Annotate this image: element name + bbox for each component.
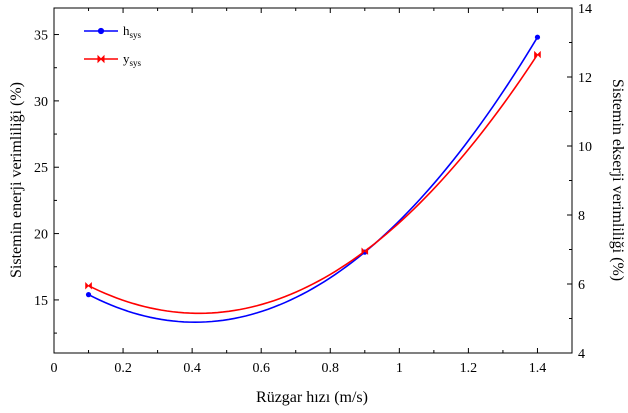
y-tick-label: 15 (34, 294, 48, 309)
y-tick-label: 20 (34, 228, 48, 243)
y-axis-title: Sistemin enerji verimliliği (%) (8, 82, 25, 278)
legend: hsys ysys (84, 23, 142, 68)
series-curves (88, 36, 539, 324)
legend-entry-y-sys: ysys (84, 51, 142, 68)
legend-label-y-main: y (123, 51, 130, 66)
legend-marker-y-sys (97, 54, 105, 64)
y2-axis-title: Sistemin ekserji verimliliği (%) (609, 79, 626, 281)
series-line-h-sys (88, 36, 539, 324)
x-axis-title: Rüzgar hızı (m/s) (256, 389, 368, 406)
y-tick-label: 30 (34, 95, 48, 110)
data-point-h-sys (85, 292, 92, 298)
y-axis-ticks: 15 20 25 30 35 (34, 29, 59, 334)
y2-tick-label: 12 (578, 71, 592, 86)
series-line-y-sys (88, 54, 539, 315)
data-point-y-sys (534, 50, 541, 59)
x-tick-label: 0.6 (252, 361, 270, 376)
legend-label-y-sub: sys (130, 58, 142, 68)
data-point-y-sys (85, 282, 92, 290)
legend-label-h-sys: hsys (123, 23, 142, 40)
x-tick-label: 0.8 (322, 361, 340, 376)
x-tick-label: 0.2 (114, 361, 132, 376)
legend-label-h-sub: sys (130, 30, 142, 40)
legend-entry-h-sys: hsys (84, 23, 142, 40)
legend-label-h-main: h (123, 23, 130, 38)
y2-tick-label: 6 (578, 278, 585, 293)
x-tick-label: 1 (396, 361, 403, 376)
y2-tick-label: 10 (578, 140, 592, 155)
y2-tick-label: 4 (578, 347, 585, 362)
data-point-y-sys (361, 247, 369, 255)
x-tick-label: 1.4 (529, 361, 547, 376)
y-tick-label: 25 (34, 161, 48, 176)
x-axis-ticks: 0 0.2 0.4 0.6 0.8 1 1.2 1.4 (51, 8, 547, 376)
x-tick-label: 1.2 (460, 361, 478, 376)
x-tick-label: 0 (51, 361, 58, 376)
y2-axis-ticks: 4 6 8 10 12 14 (567, 2, 592, 362)
y2-tick-label: 14 (578, 2, 592, 17)
legend-marker-h-sys (97, 27, 105, 35)
x-tick-label: 0.4 (183, 361, 201, 376)
legend-label-y-sys: ysys (123, 51, 142, 68)
series-markers (85, 34, 541, 298)
y2-tick-label: 8 (578, 209, 585, 224)
data-point-h-sys (534, 34, 541, 40)
y-tick-label: 35 (34, 29, 48, 44)
